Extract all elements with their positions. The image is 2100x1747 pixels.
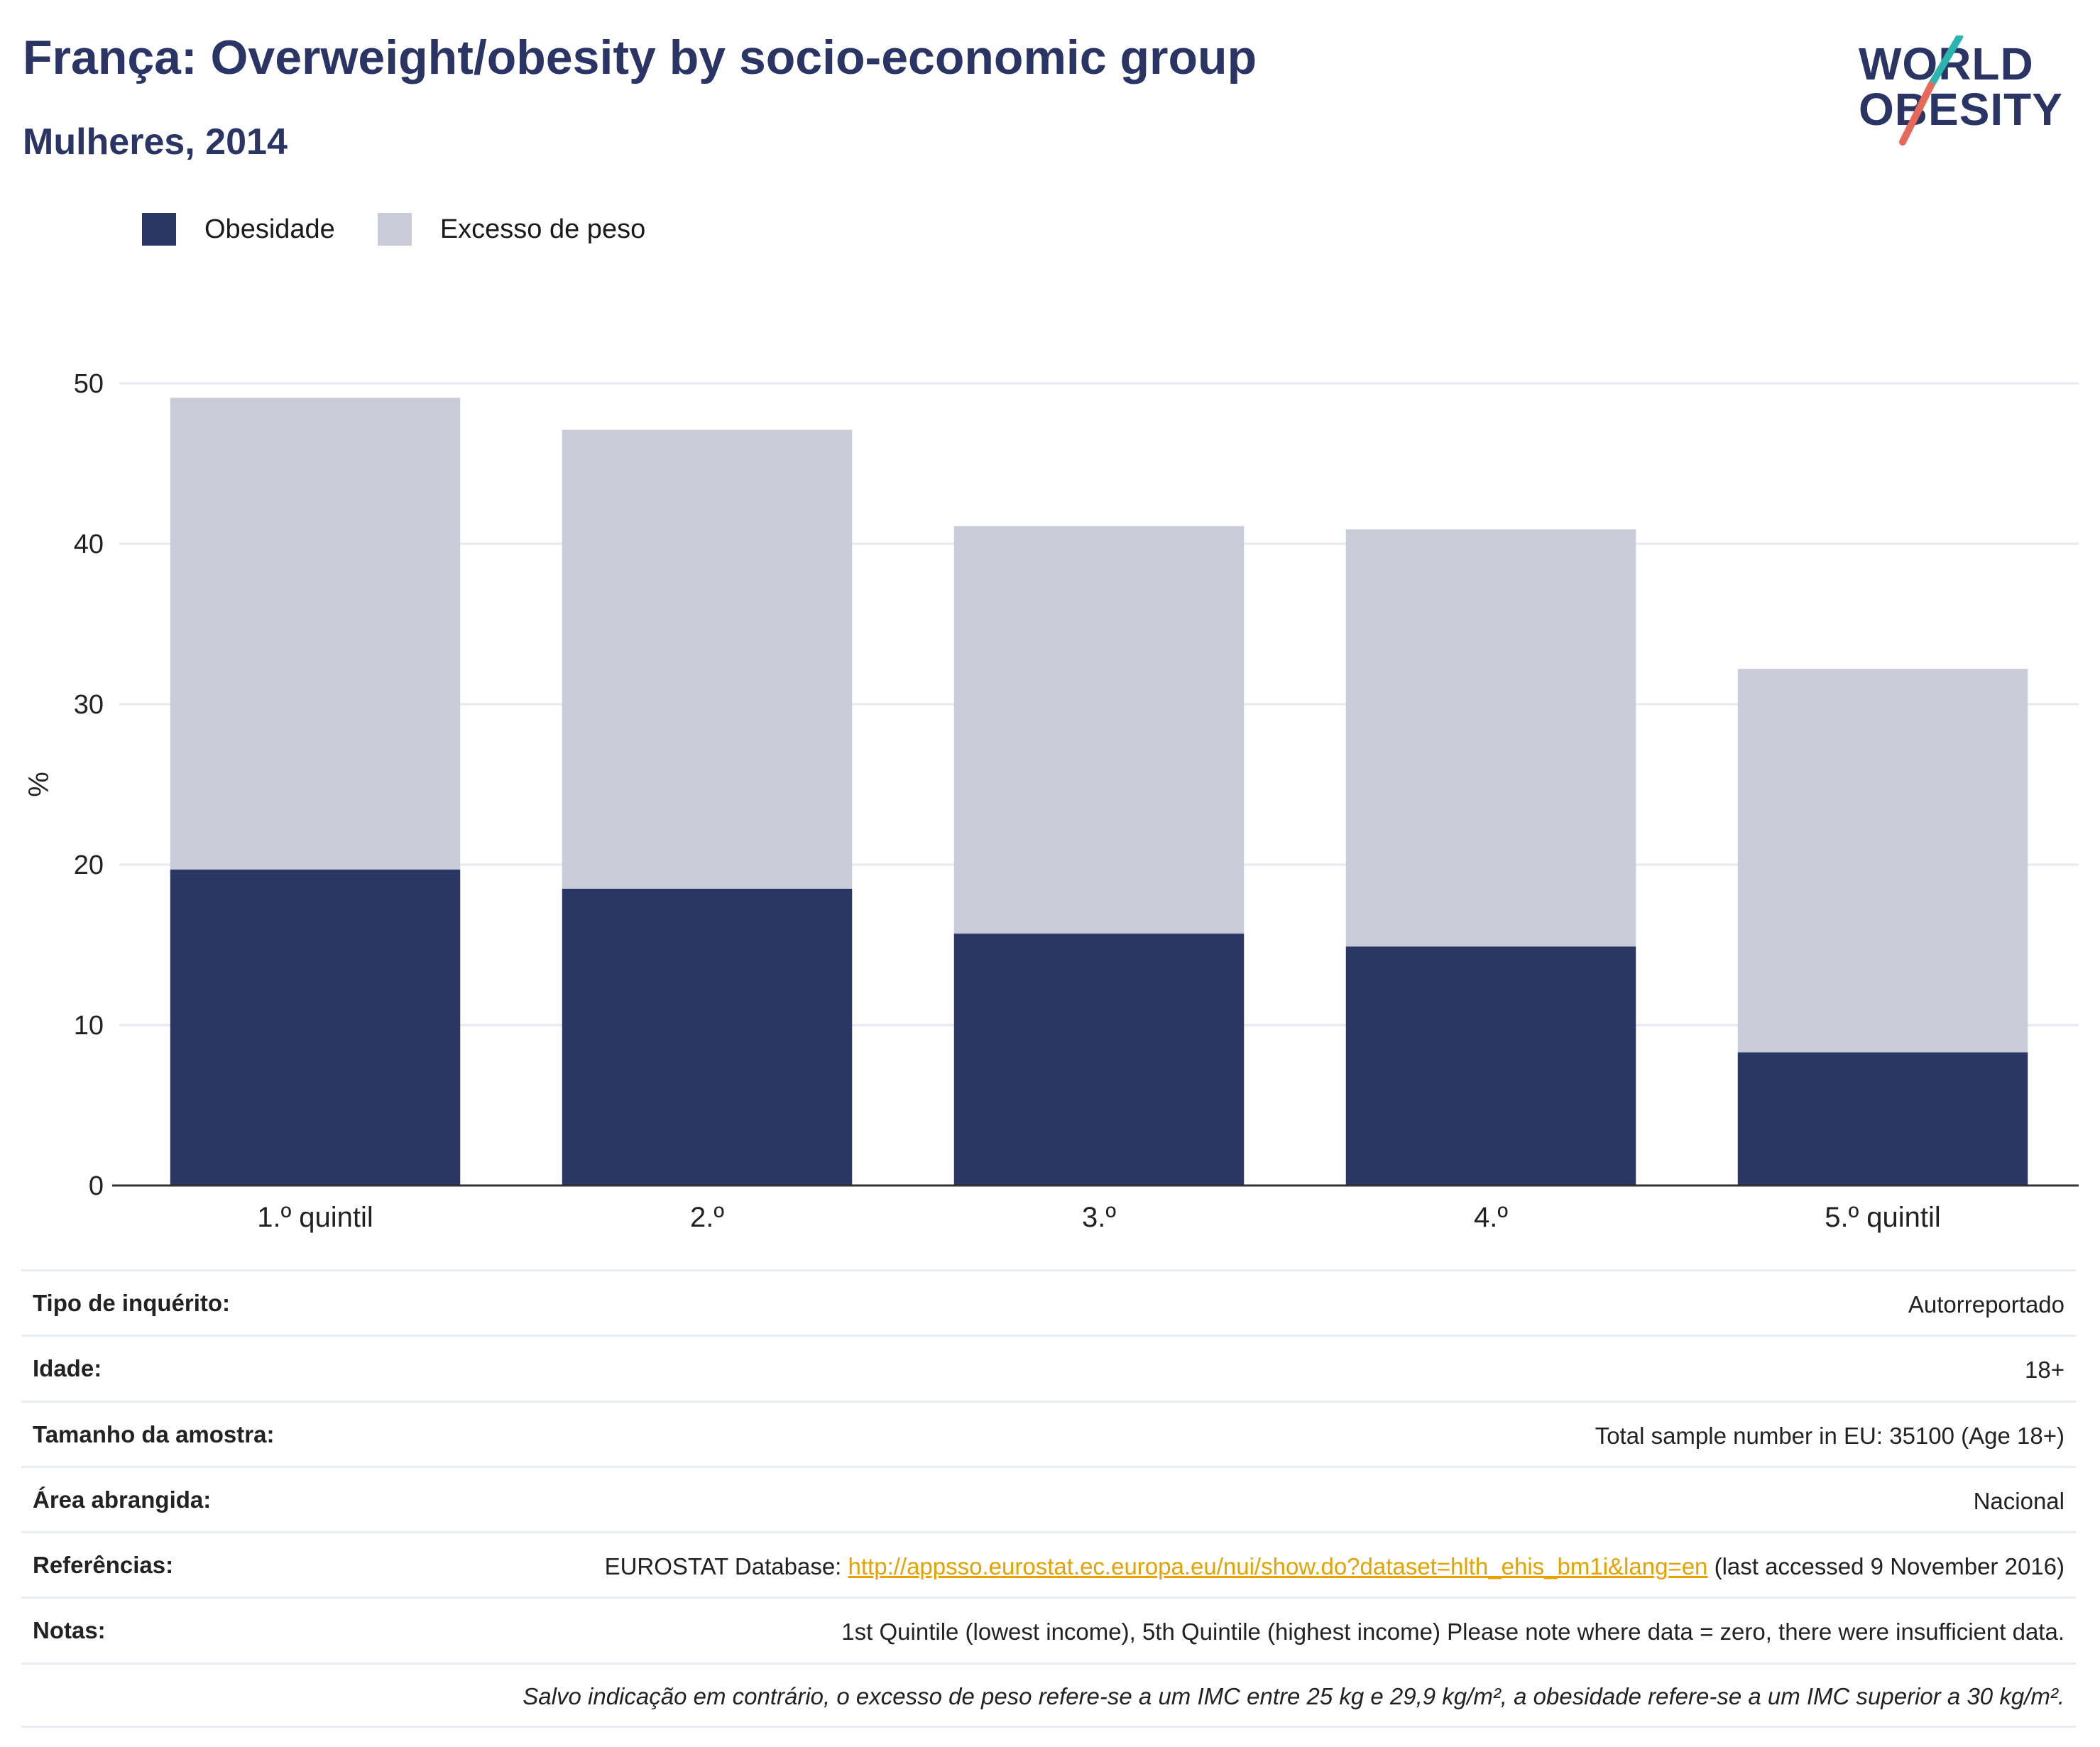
x-tick-label: 4.º [1474, 1202, 1508, 1233]
sample-size-label: Tamanho da amostra: [33, 1420, 275, 1447]
info-row-sample-size: Tamanho da amostra: Total sample number … [21, 1400, 2076, 1466]
y-tick-label: 20 [74, 850, 104, 880]
legend-swatch-obesity [142, 213, 176, 246]
logo-slash-icon [1899, 35, 1963, 146]
legend-label-obesity: Obesidade [204, 214, 335, 244]
info-row-references: Referências: EUROSTAT Database: http://a… [21, 1531, 2076, 1597]
y-tick-label: 50 [74, 369, 104, 399]
bar-obesity-5[interactable] [1737, 1052, 2028, 1185]
bars [170, 398, 2028, 1185]
info-row-notes: Notas: 1st Quintile (lowest income), 5th… [21, 1597, 2076, 1662]
y-tick-label: 10 [74, 1011, 104, 1041]
bar-overweight-5[interactable] [1737, 669, 2028, 1053]
bar-overweight-1[interactable] [170, 398, 461, 870]
references-prefix: EUROSTAT Database: [604, 1553, 848, 1579]
x-tick-label: 1.º quintil [257, 1202, 373, 1233]
bar-obesity-1[interactable] [170, 869, 461, 1185]
area-value: Nacional [1973, 1487, 2065, 1514]
y-axis-label: % [23, 772, 55, 797]
age-value: 18+ [2025, 1357, 2065, 1384]
references-label: Referências: [33, 1552, 174, 1578]
y-tick-label: 30 [74, 690, 104, 720]
bar-overweight-4[interactable] [1345, 529, 1636, 947]
bar-obesity-2[interactable] [562, 888, 853, 1185]
bar-overweight-3[interactable] [953, 526, 1245, 934]
bar-overweight-2[interactable] [562, 429, 853, 889]
bar-obesity-4[interactable] [1345, 946, 1636, 1185]
info-row-area: Área abrangida: Nacional [21, 1465, 2076, 1531]
references-value: EUROSTAT Database: http://appsso.eurosta… [605, 1552, 2065, 1581]
info-row-age: Idade: 18+ [21, 1335, 2076, 1400]
sample-size-value: Total sample number in EU: 35100 (Age 18… [1595, 1422, 2065, 1449]
x-tick-label: 5.º quintil [1825, 1202, 1941, 1233]
age-label: Idade: [33, 1355, 102, 1382]
legend-swatch-overweight [377, 213, 412, 246]
legend-item-obesity[interactable]: Obesidade [142, 213, 335, 246]
logo-text-line2: OBESITY [1859, 84, 2063, 135]
axes: 0 10 20 30 40 50% 1.º quintil 2.º 3.º 4.º 5.º quin… [23, 369, 2079, 1233]
references-suffix: (last accessed 9 November 2016) [1707, 1553, 2065, 1579]
x-tick-label: 2.º [690, 1202, 724, 1233]
y-tick-label: 0 [89, 1171, 104, 1201]
bar-chart: 0 10 20 30 40 50% 1.º quintil 2.º 3.º 4.º 5.º quin… [23, 369, 2079, 1233]
survey-type-value: Autorreportado [1908, 1291, 2065, 1318]
notes-label: Notas: [33, 1617, 106, 1644]
chart-title: França: Overweight/obesity by socio-econ… [23, 31, 1257, 84]
legend-item-overweight[interactable]: Excesso de peso [377, 213, 646, 246]
references-link[interactable]: http://appsso.eurostat.ec.europa.eu/nui/… [848, 1553, 1708, 1579]
bar-obesity-3[interactable] [953, 933, 1245, 1185]
notes-value: 1st Quintile (lowest income), 5th Quinti… [841, 1619, 2065, 1645]
definition-note: Salvo indicação em contrário, o excesso … [21, 1662, 2076, 1728]
area-label: Área abrangida: [33, 1486, 212, 1513]
chart-subtitle: Mulheres, 2014 [23, 121, 288, 163]
world-obesity-logo: WORLD OBESITY [1846, 35, 2080, 149]
x-tick-label: 3.º [1082, 1202, 1116, 1233]
chart-legend: Obesidade Excesso de peso [142, 212, 688, 247]
survey-type-label: Tipo de inquérito: [33, 1290, 231, 1316]
y-tick-label: 40 [74, 530, 104, 559]
legend-label-overweight: Excesso de peso [439, 214, 646, 244]
info-table: Tipo de inquérito: Autorreportado Idade:… [21, 1269, 2076, 1728]
info-row-survey-type: Tipo de inquérito: Autorreportado [21, 1269, 2076, 1335]
